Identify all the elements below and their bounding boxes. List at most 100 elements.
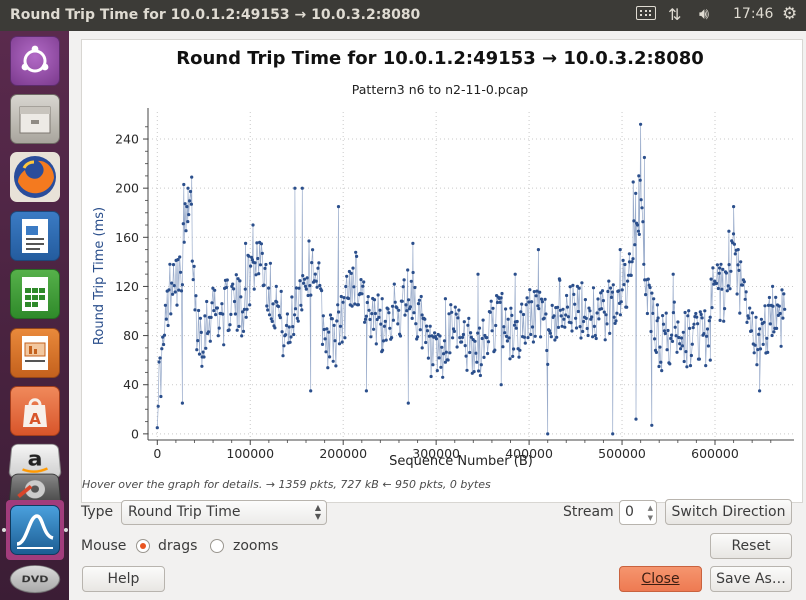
rtt-point (209, 315, 213, 319)
stream-spinbox[interactable]: 0 ▲ ▼ (619, 500, 657, 525)
clock[interactable]: 17:46 (733, 6, 774, 22)
rtt-point (529, 332, 533, 337)
rtt-point (405, 309, 409, 313)
rtt-point (367, 308, 371, 312)
rtt-point (196, 339, 200, 343)
zooms-radio[interactable] (210, 539, 224, 553)
rtt-point (180, 401, 184, 405)
rtt-point (661, 322, 666, 326)
rtt-point (308, 284, 312, 288)
volume-icon[interactable]: 🔊︎ (699, 4, 710, 23)
rtt-point (356, 303, 360, 307)
rtt-point (502, 325, 506, 329)
files-icon[interactable] (10, 94, 60, 144)
system-settings-icon[interactable] (8, 473, 62, 507)
rtt-point (442, 339, 447, 343)
rtt-point (503, 331, 507, 335)
rtt-point (544, 312, 548, 316)
rtt-point (383, 319, 387, 323)
rtt-point (615, 311, 619, 315)
rtt-point (268, 261, 272, 265)
help-button[interactable]: Help (82, 566, 165, 592)
window-title: Round Trip Time for 10.0.1.2:49153 → 10.… (10, 7, 421, 23)
rtt-point (533, 334, 537, 338)
rtt-point (651, 311, 655, 315)
rtt-point (448, 351, 452, 355)
rtt-point (423, 317, 427, 321)
spin-arrows-icon[interactable]: ▲ ▼ (647, 504, 653, 522)
rtt-point (657, 364, 661, 369)
rtt-point (659, 360, 663, 364)
rtt-point (429, 374, 433, 379)
rtt-point (745, 320, 749, 324)
rtt-point (633, 243, 637, 247)
drags-label[interactable]: drags (158, 538, 198, 554)
wireshark-icon[interactable] (10, 505, 60, 555)
rtt-point (679, 336, 684, 340)
plot-area[interactable]: Round Trip Time for 10.0.1.2:49153 → 10.… (81, 39, 803, 503)
amazon-icon[interactable]: a (8, 443, 62, 479)
rtt-point (498, 300, 502, 304)
svg-text:DVD: DVD (21, 575, 49, 585)
rtt-point (670, 339, 675, 343)
rtt-point (408, 305, 412, 309)
rtt-point (546, 362, 550, 366)
rtt-point (522, 335, 526, 339)
zooms-label[interactable]: zooms (233, 538, 279, 554)
rtt-point (368, 317, 372, 322)
rtt-point (269, 317, 273, 321)
rtt-point (727, 229, 731, 233)
keyboard-icon[interactable] (636, 6, 656, 20)
x-tick-label: 0 (153, 446, 161, 461)
rtt-point (762, 320, 766, 324)
drags-radio[interactable] (136, 539, 150, 553)
rtt-chart[interactable]: Round Trip Time for 10.0.1.2:49153 → 10.… (82, 40, 802, 502)
software-center-icon[interactable]: A (10, 386, 60, 436)
rtt-point (393, 300, 397, 304)
rtt-point (708, 315, 712, 319)
rtt-point (302, 277, 307, 281)
rtt-point (418, 328, 422, 332)
rtt-point (490, 329, 494, 333)
rtt-point (420, 313, 424, 317)
rtt-point (411, 241, 415, 245)
rtt-point (156, 404, 160, 408)
rtt-point (650, 291, 654, 295)
reset-button[interactable]: Reset (710, 533, 792, 559)
rtt-point (452, 329, 456, 333)
switch-direction-button[interactable]: Switch Direction (665, 499, 792, 525)
calc-icon[interactable] (10, 269, 60, 319)
rtt-point (649, 329, 653, 334)
rtt-point (725, 289, 729, 293)
network-arrows-icon[interactable]: ⇅ (668, 5, 682, 24)
rtt-point (293, 186, 297, 190)
rtt-point (455, 345, 459, 349)
rtt-point (546, 432, 550, 436)
firefox-icon[interactable] (10, 152, 60, 202)
rtt-point (555, 335, 559, 339)
rtt-point (224, 285, 228, 290)
rtt-point (284, 323, 289, 328)
rtt-point (303, 284, 307, 288)
rtt-point (528, 288, 532, 292)
close-button[interactable]: Close (619, 566, 702, 592)
rtt-point (172, 284, 176, 288)
ubuntu-dash-icon[interactable] (10, 36, 60, 86)
type-select[interactable]: Round Trip Time ▲ ▼ (121, 500, 327, 525)
rtt-point (469, 331, 473, 335)
rtt-point (157, 360, 161, 364)
rtt-point (770, 333, 774, 338)
rtt-point (350, 304, 354, 308)
writer-icon[interactable] (10, 211, 60, 261)
rtt-point (332, 323, 336, 327)
dvd-icon[interactable]: DVD (7, 565, 63, 594)
rtt-point (309, 389, 313, 393)
impress-icon[interactable] (10, 328, 60, 378)
rtt-point (718, 318, 722, 322)
rtt-point (716, 286, 720, 291)
gear-icon[interactable]: ⚙︎ (782, 4, 798, 24)
save-as-button[interactable]: Save As… (710, 566, 792, 592)
rtt-point (563, 325, 567, 329)
x-tick-label: 500000 (598, 446, 646, 461)
rtt-point (265, 304, 269, 308)
